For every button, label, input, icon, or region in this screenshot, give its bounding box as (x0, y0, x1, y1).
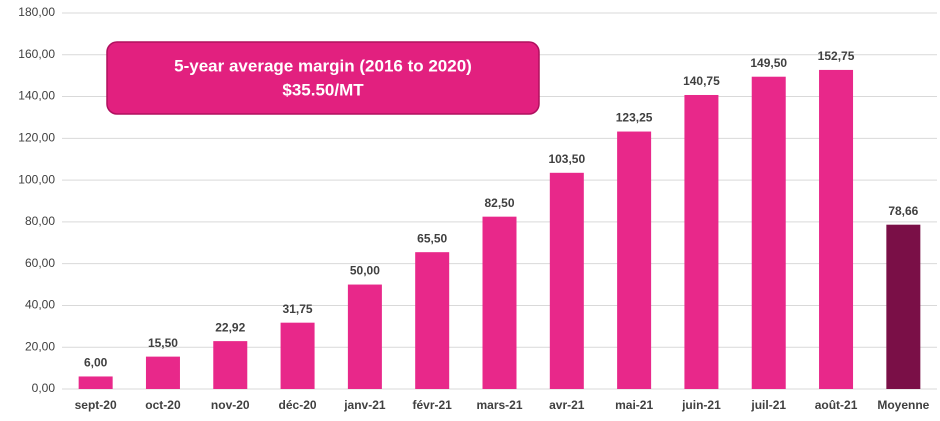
bar (617, 131, 652, 390)
annotation-text: 5-year average margin (2016 to 2020) (174, 56, 472, 75)
value-label: 140,75 (683, 74, 720, 88)
y-tick-label: 160,00 (18, 47, 55, 61)
bars (78, 69, 921, 390)
x-tick-label: juin-21 (681, 398, 721, 412)
x-tick-label: déc-20 (279, 398, 317, 412)
value-label: 6,00 (84, 356, 108, 370)
bar (549, 172, 584, 389)
value-label: 149,50 (750, 56, 787, 70)
bar (280, 322, 315, 389)
bar (482, 216, 517, 389)
y-tick-label: 180,00 (18, 5, 55, 19)
value-label: 65,50 (417, 231, 447, 245)
x-tick-label: mai-21 (615, 398, 653, 412)
bar (684, 94, 719, 389)
annotation-box (106, 41, 540, 115)
value-label: 50,00 (350, 264, 380, 278)
x-tick-label: févr-21 (413, 398, 453, 412)
y-tick-label: 80,00 (25, 214, 55, 228)
x-tick-label: avr-21 (549, 398, 585, 412)
x-tick-label: sept-20 (75, 398, 117, 412)
x-tick-label: oct-20 (145, 398, 181, 412)
x-tick-label: nov-20 (211, 398, 250, 412)
y-tick-label: 0,00 (32, 381, 56, 395)
value-label: 31,75 (283, 302, 313, 316)
bar (415, 252, 450, 389)
x-tick-label: janv-21 (343, 398, 386, 412)
y-tick-label: 20,00 (25, 339, 55, 353)
x-tick-label: août-21 (815, 398, 858, 412)
x-tick-label: mars-21 (476, 398, 522, 412)
value-label: 78,66 (888, 204, 918, 218)
bar (819, 69, 854, 389)
bar (347, 284, 382, 389)
bar (886, 224, 921, 389)
value-label: 22,92 (215, 320, 245, 334)
y-tick-label: 120,00 (18, 131, 55, 145)
x-tick-label: Moyenne (877, 398, 929, 412)
value-label: 103,50 (548, 152, 585, 166)
value-label: 152,75 (818, 49, 855, 63)
y-tick-label: 40,00 (25, 298, 55, 312)
value-label: 15,50 (148, 336, 178, 350)
bar (751, 76, 786, 389)
value-label: 123,25 (616, 111, 653, 125)
y-tick-label: 100,00 (18, 172, 55, 186)
x-tick-label: juil-21 (750, 398, 786, 412)
y-tick-label: 140,00 (18, 89, 55, 103)
bar (145, 356, 180, 389)
value-label: 82,50 (484, 196, 514, 210)
y-tick-label: 60,00 (25, 256, 55, 270)
annotation-text: $35.50/MT (282, 80, 364, 99)
bar (78, 376, 113, 389)
bar (213, 341, 248, 389)
